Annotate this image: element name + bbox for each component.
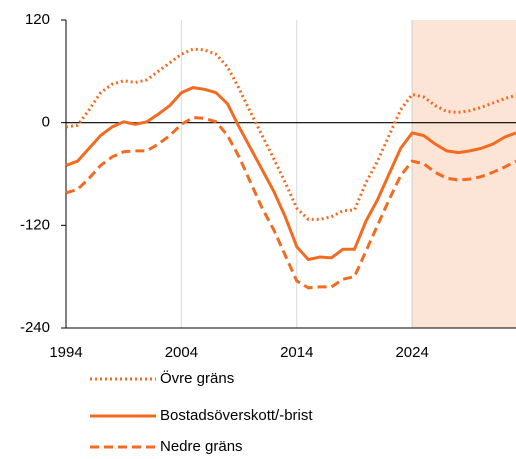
legend-label: Övre gräns — [160, 369, 234, 387]
forecast-region — [412, 20, 516, 328]
y-tick-label: -240 — [20, 319, 50, 336]
legend-label: Nedre gräns — [160, 438, 243, 454]
series-line — [65, 116, 516, 290]
legend-label: Bostadsöverskott/-brist — [160, 407, 313, 424]
y-tick-label: 120 — [25, 11, 50, 28]
series-line — [65, 47, 516, 221]
y-tick-label: -120 — [20, 216, 50, 233]
x-tick-label: 2014 — [280, 344, 313, 361]
x-tick-label: 1994 — [49, 344, 82, 361]
x-tick-label: 2004 — [165, 344, 198, 361]
series-line — [65, 86, 516, 262]
y-tick-label: 0 — [42, 114, 50, 131]
x-tick-label: 2024 — [395, 344, 428, 361]
